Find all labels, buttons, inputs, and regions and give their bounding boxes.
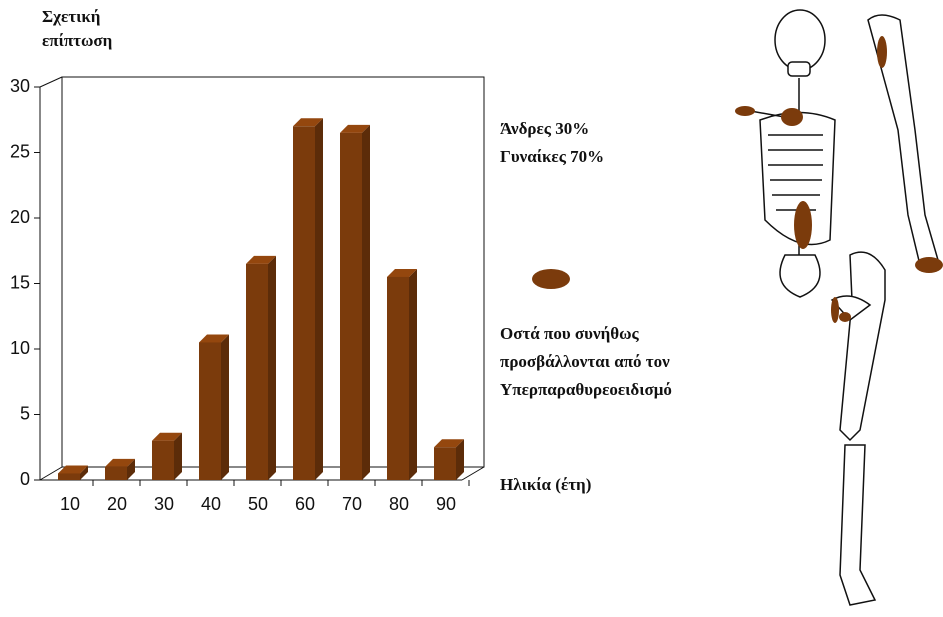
x-tick-label: 30 [154,494,174,514]
bar-front [246,264,268,480]
bar-side [362,125,370,480]
bar-side [315,118,323,480]
x-tick-label: 90 [436,494,456,514]
y-tick-label: 5 [20,403,30,423]
bar-front [293,126,315,480]
y-tick-label: 25 [10,141,30,161]
bar-front [387,277,409,480]
legend-label: Οστά που συνήθως [500,324,640,343]
bar-front [199,342,221,480]
bar-side [409,269,417,480]
bar [340,125,370,480]
y-tick-label: 10 [10,338,30,358]
bar [152,433,182,480]
annotation: Άνδρες 30% [500,119,589,138]
bar-side [268,256,276,480]
y-tick-label: 30 [10,76,30,96]
bar [387,269,417,480]
bar [105,459,135,480]
x-tick-label: 20 [107,494,127,514]
bar-front [152,441,174,480]
legend-marker [532,269,570,289]
x-tick-label: 40 [201,494,221,514]
bar-front [434,447,456,480]
legend-label: Υπερπαραθυρεοειδισμό [500,380,672,399]
bar-front [105,467,127,480]
x-tick-label: 50 [248,494,268,514]
annotation: Γυναίκες 70% [500,147,604,166]
x-tick-label: 80 [389,494,409,514]
y-tick-label: 15 [10,272,30,292]
bar-side [221,334,229,480]
bar-side [174,433,182,480]
y-tick-label: 20 [10,207,30,227]
bar [246,256,276,480]
bar-front [340,133,362,480]
bar [293,118,323,480]
bar [434,439,464,480]
x-tick-label: 10 [60,494,80,514]
bar-front [58,473,80,480]
y-tick-label: 0 [20,469,30,489]
x-tick-label: 60 [295,494,315,514]
legend-label: προσβάλλονται από τον [500,352,670,371]
y-axis-label: επίπτωση [42,31,112,50]
bar [199,334,229,480]
y-axis-label: Σχετική [42,7,100,26]
x-axis-label: Ηλικία (έτη) [500,475,591,494]
skeleton-illustration [745,10,938,605]
chart: Σχετική επίπτωση Άνδρες 30% Γυναίκες 70%… [0,0,943,617]
bar [58,465,88,480]
x-tick-label: 70 [342,494,362,514]
